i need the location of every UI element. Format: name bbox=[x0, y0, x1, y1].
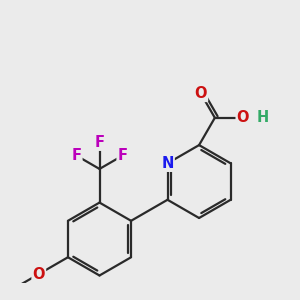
Text: O: O bbox=[195, 86, 207, 101]
Text: F: F bbox=[94, 135, 104, 150]
Text: O: O bbox=[32, 267, 45, 282]
Text: O: O bbox=[237, 110, 249, 125]
Text: F: F bbox=[71, 148, 81, 163]
Text: F: F bbox=[118, 148, 128, 163]
Text: H: H bbox=[257, 110, 269, 125]
Text: N: N bbox=[161, 156, 174, 171]
